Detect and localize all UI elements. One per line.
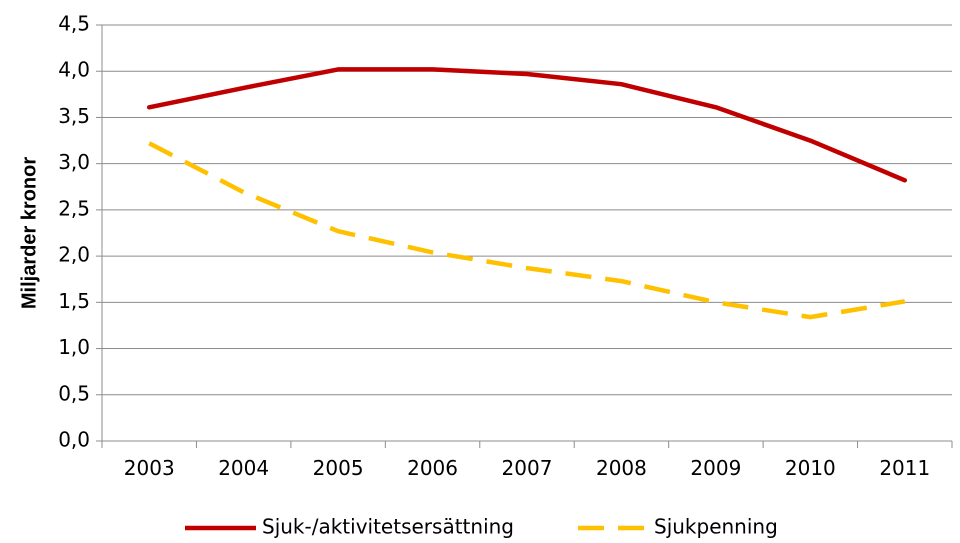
legend-label-2: Sjukpenning	[654, 515, 778, 539]
legend: Sjuk-/aktivitetsersättning Sjukpenning	[185, 515, 778, 539]
y-tick-labels: 0,0 0,5 1,0 1,5 2,0 2,5 3,0 3,5 4,0 4,5	[58, 12, 90, 452]
x-tick-label: 2010	[785, 456, 836, 480]
series-line-1	[146, 67, 908, 183]
x-tick-label: 2009	[690, 456, 741, 480]
y-tick-label: 0,5	[58, 381, 90, 405]
x-tick-label: 2005	[313, 456, 364, 480]
legend-label-1: Sjuk-/aktivitetsersättning	[262, 515, 514, 539]
y-tick-label: 1,5	[58, 289, 90, 313]
y-tick-label: 1,0	[58, 335, 90, 359]
y-axis-label: Miljarder kronor	[18, 157, 40, 309]
x-tick-label: 2008	[596, 456, 647, 480]
y-tick-label: 4,5	[58, 12, 90, 36]
series-line-2	[148, 141, 906, 320]
axes	[96, 24, 953, 448]
x-tick-label: 2003	[124, 456, 175, 480]
y-tick-label: 2,0	[58, 243, 90, 267]
x-tick-label: 2007	[502, 456, 553, 480]
y-tick-label: 3,5	[58, 104, 90, 128]
series-lines	[146, 67, 908, 320]
y-tick-label: 2,5	[58, 196, 90, 220]
x-tick-label: 2011	[879, 456, 930, 480]
y-tick-label: 0,0	[58, 428, 90, 452]
x-tick-label: 2006	[407, 456, 458, 480]
gridlines	[102, 24, 952, 396]
x-tick-labels: 2003 2004 2005 2006 2007 2008 2009 2010 2011	[124, 456, 930, 480]
y-tick-label: 4,0	[58, 58, 90, 82]
x-tick-label: 2004	[218, 456, 269, 480]
y-tick-label: 3,0	[58, 150, 90, 174]
